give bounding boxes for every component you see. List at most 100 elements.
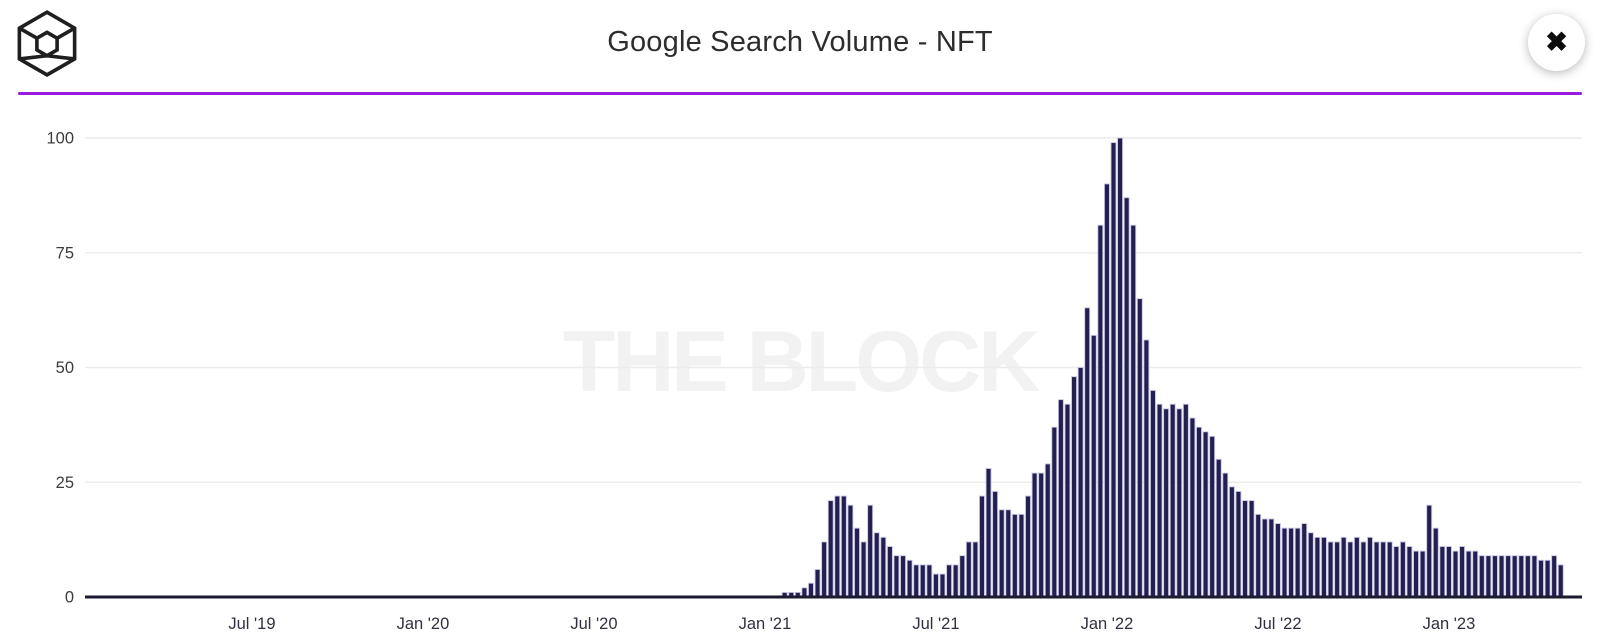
chart-bar	[1228, 486, 1235, 598]
chart-bar	[1202, 431, 1209, 598]
chart-bar	[932, 573, 939, 598]
chart-bar	[1288, 527, 1295, 598]
chart-bar	[1472, 550, 1479, 598]
chart-bar	[1373, 541, 1380, 598]
chart-bar	[1150, 390, 1156, 598]
chart-bar	[1242, 500, 1248, 598]
chart-bar	[1380, 541, 1387, 598]
chart-bar	[1340, 536, 1347, 598]
y-tick-label: 100	[46, 130, 74, 148]
chart-bar	[1301, 523, 1308, 598]
chart-bar	[1064, 403, 1071, 598]
chart-bar	[1274, 523, 1281, 598]
y-tick-label: 75	[56, 244, 74, 262]
chart-bar	[1084, 307, 1091, 598]
chart-bar	[1117, 137, 1124, 598]
chart-bar	[1196, 426, 1202, 598]
chart-bar	[867, 504, 874, 598]
chart-bar	[985, 468, 992, 598]
chart-bar	[1189, 417, 1196, 598]
chart-bar	[906, 559, 913, 598]
chart-bar	[1452, 550, 1459, 598]
chart-bar	[1222, 472, 1229, 598]
chart-bar	[1360, 541, 1367, 598]
chart-bar	[1235, 490, 1242, 598]
chart-bar	[919, 564, 926, 598]
chart-bar	[827, 500, 834, 598]
chart-bar	[926, 564, 933, 598]
chart-bar	[1281, 527, 1288, 598]
chart-title: Google Search Volume - NFT	[607, 26, 993, 58]
chart-bar	[1103, 183, 1110, 598]
chart-bar	[821, 541, 828, 598]
chart-bar	[1538, 559, 1544, 598]
chart-bar	[880, 536, 887, 598]
chart-bar	[1498, 555, 1505, 598]
chart-bar	[1334, 541, 1341, 598]
x-tick-label: Jan '23	[1423, 615, 1476, 633]
chart-bar	[1432, 527, 1439, 598]
chart-bar	[1413, 550, 1419, 598]
chart-bar	[1176, 408, 1183, 598]
chart-bar	[913, 564, 920, 598]
chart-bar	[893, 555, 900, 598]
chart-bar	[1182, 403, 1189, 598]
chart-bar	[998, 509, 1005, 598]
chart-bar	[1025, 495, 1031, 598]
chart-bar	[1097, 224, 1104, 598]
chart-bar	[1321, 536, 1327, 598]
chart-bar	[1294, 527, 1301, 598]
chart-bar	[1551, 555, 1558, 598]
y-tick-label: 25	[56, 474, 74, 492]
chart-bar	[1505, 555, 1512, 598]
chart-bar	[814, 569, 821, 598]
chart-bar	[1005, 509, 1012, 598]
chart-bar	[1051, 426, 1058, 598]
accent-divider	[18, 92, 1582, 95]
chart-bar	[1110, 142, 1117, 598]
chart-bar	[1478, 555, 1485, 598]
chart-bar	[860, 541, 867, 598]
chart-bar	[840, 495, 847, 598]
chart-bar	[1367, 536, 1373, 598]
chart-bar	[1090, 334, 1097, 598]
x-tick-label: Jan '20	[397, 615, 450, 633]
chart-bar	[1459, 546, 1466, 598]
chart-bar	[1169, 403, 1176, 598]
x-tick-label: Jul '20	[570, 615, 617, 633]
chart-bar	[1419, 550, 1426, 598]
chart-bar	[1261, 518, 1268, 598]
chart-bar	[946, 564, 953, 598]
bar-chart: 0 25 50 75 100 Jul '19 Jan '20 Jul '20 Jan '21 Ju…	[46, 130, 1582, 633]
chart-bar	[1399, 541, 1406, 598]
x-tick-label: Jul '21	[912, 615, 959, 633]
close-button[interactable]: ✖	[1528, 14, 1585, 71]
chart-bar	[1492, 555, 1498, 598]
chart-bar	[1544, 559, 1551, 598]
x-tick-label: Jan '22	[1081, 615, 1134, 633]
chart-bar	[1044, 463, 1051, 598]
chart-bar	[1465, 550, 1472, 598]
chart-bar	[1518, 555, 1525, 598]
chart-bar	[854, 527, 860, 598]
chart-bar	[959, 555, 966, 598]
chart-bar	[992, 490, 999, 598]
chart-bar	[1031, 472, 1038, 598]
the-block-logo-icon	[17, 10, 77, 77]
x-tick-label: Jul '19	[228, 615, 275, 633]
watermark: THE BLOCK	[562, 314, 1041, 410]
chart-bar	[1057, 399, 1064, 598]
chart-bar	[1353, 536, 1360, 598]
chart-bar	[1255, 513, 1262, 598]
x-tick-label: Jan '21	[739, 615, 792, 633]
chart-bar	[1248, 500, 1255, 598]
chart-bar	[1209, 435, 1216, 598]
chart-bar	[1347, 541, 1354, 598]
chart-bar	[1038, 472, 1045, 598]
chart-bar	[1018, 513, 1025, 598]
chart-bar	[1071, 376, 1077, 598]
chart-bar	[886, 546, 893, 598]
chart-bar	[1268, 518, 1275, 598]
chart-bar	[1314, 536, 1321, 598]
